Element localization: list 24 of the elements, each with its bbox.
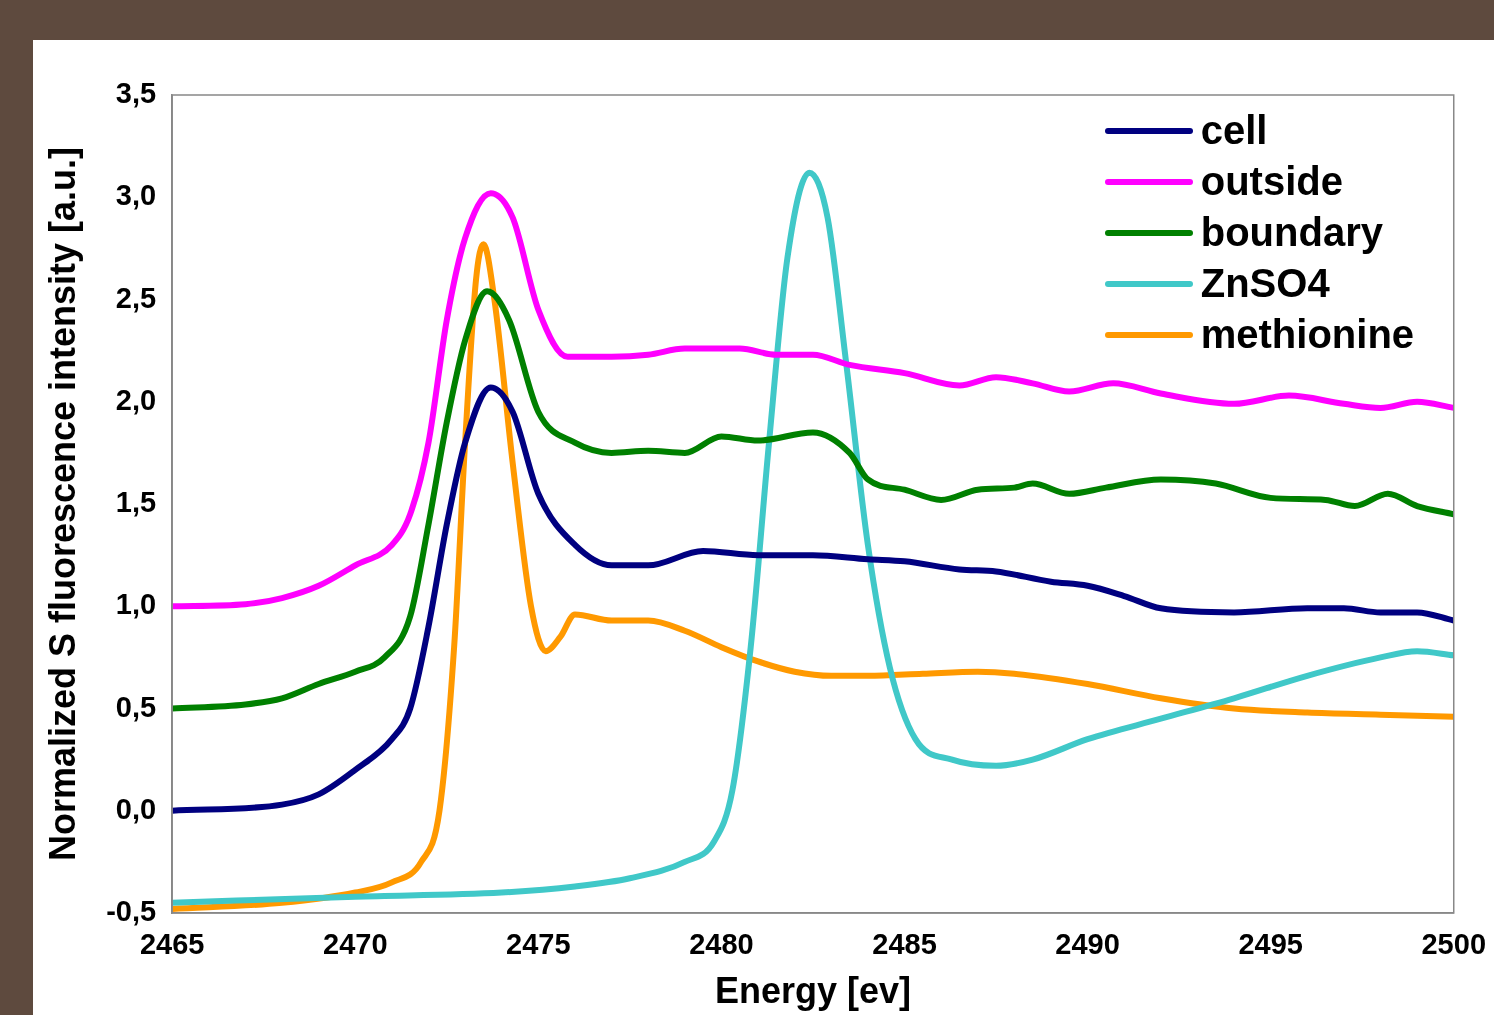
- y-tick-label: 0,5: [115, 690, 157, 723]
- x-tick-label: 2495: [1238, 928, 1303, 961]
- y-tick-label: -0,5: [106, 895, 157, 927]
- y-tick-label: 1,5: [115, 486, 157, 518]
- y-tick-label: 2,0: [115, 383, 157, 416]
- legend-label: boundary: [1200, 209, 1383, 256]
- y-axis-title: Normalized S fluorescence intensity [a.u.]: [41, 146, 83, 862]
- y-tick-label: 1,0: [115, 588, 157, 621]
- x-tick-label: 2475: [506, 928, 571, 961]
- x-tick-label: 2470: [323, 928, 388, 961]
- legend-label: methionine: [1200, 311, 1415, 358]
- x-tick-label: 2500: [1421, 928, 1486, 961]
- x-tick-label: 2480: [689, 928, 754, 961]
- x-axis-title: Energy [ev]: [714, 970, 911, 1012]
- y-tick-label: 3,0: [115, 179, 157, 212]
- legend-label: outside: [1200, 158, 1343, 205]
- y-tick-label: 2,5: [115, 281, 157, 314]
- y-tick-label: 3,5: [115, 77, 157, 109]
- y-tick-label: 0,0: [115, 792, 157, 825]
- legend-label: cell: [1200, 107, 1268, 154]
- x-tick-label: 2490: [1055, 928, 1120, 961]
- x-tick-label: 2485: [872, 928, 937, 961]
- legend-label: ZnSO4: [1200, 260, 1330, 307]
- x-tick-label: 2465: [139, 928, 205, 961]
